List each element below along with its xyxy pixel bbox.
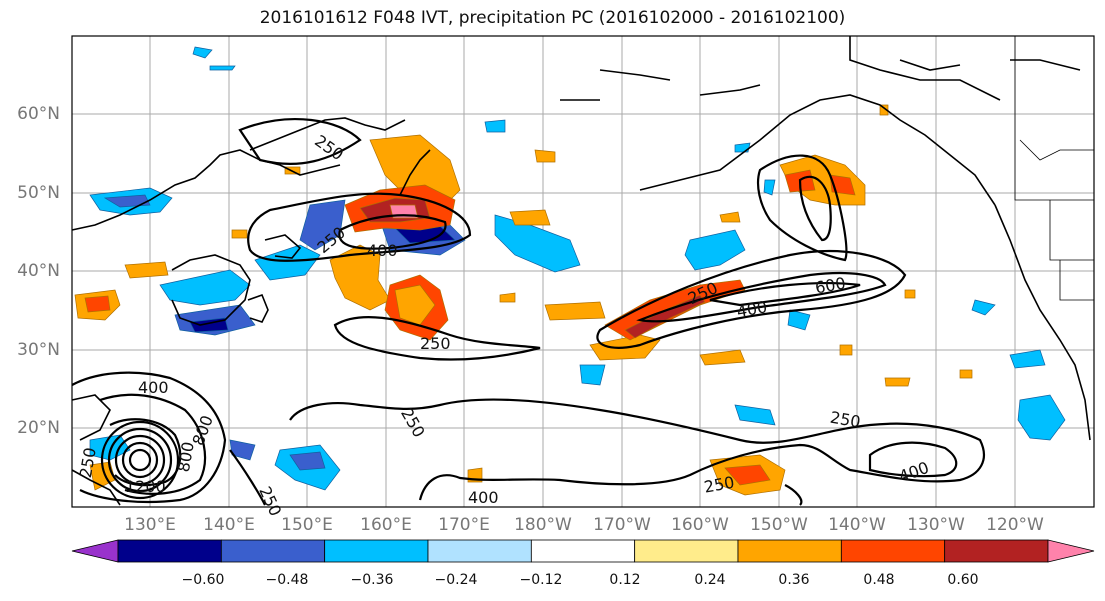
lat-label: 60°N [17, 104, 60, 124]
colorbar [71, 539, 1095, 563]
colorbar-tick-label: 0.12 [609, 572, 641, 588]
precip-negative-shading [89, 46, 1066, 491]
lon-label: 130°E [124, 515, 176, 535]
lat-label: 20°N [17, 418, 60, 438]
colorbar-box [530, 539, 636, 563]
map-title: 2016101612 F048 IVT, precipitation PC (2… [259, 8, 846, 28]
colorbar-tick-label: −0.24 [434, 572, 478, 588]
lon-label: 140°E [203, 515, 255, 535]
lat-label: 30°N [17, 340, 60, 360]
colorbar-tick-label: −0.12 [519, 572, 563, 588]
contour-label-1200: 1200 [125, 477, 166, 496]
colorbar-box [944, 539, 1049, 563]
colorbar-tick-label: 0.48 [863, 572, 895, 588]
lon-label: 150°E [281, 515, 333, 535]
colorbar-tick-label: 0.60 [947, 572, 979, 588]
colorbar-box [220, 539, 326, 563]
colorbar-box [840, 539, 946, 563]
contour-label-400: 400 [468, 488, 499, 507]
contour-label-400: 400 [138, 378, 169, 397]
colorbar-box [427, 539, 532, 563]
colorbar-tick-label: −0.36 [350, 572, 394, 588]
map-frame [71, 35, 1095, 508]
lon-label: 170°E [438, 515, 490, 535]
colorbar-box [324, 539, 429, 563]
colorbar-tick-label: −0.48 [265, 572, 309, 588]
coastlines [71, 36, 1091, 506]
colorbar-box [117, 539, 222, 563]
lon-label: 160°E [360, 515, 412, 535]
lon-label: 140°W [828, 515, 886, 535]
political-borders [1014, 36, 1094, 301]
colorbar-tick-label: 0.24 [694, 572, 726, 588]
colorbar-extend-low [71, 539, 119, 563]
colorbar-box [634, 539, 739, 563]
ivt-contours [71, 118, 986, 506]
lon-label: 180°W [514, 515, 572, 535]
lon-label: 130°W [907, 515, 965, 535]
lon-label: 170°W [593, 515, 651, 535]
colorbar-extend-high [1047, 539, 1095, 563]
contour-label-400: 400 [367, 241, 398, 260]
colorbar-tick-label: −0.60 [181, 572, 225, 588]
lon-label: 160°W [671, 515, 729, 535]
lat-label: 50°N [17, 183, 60, 203]
lon-label: 120°W [986, 515, 1044, 535]
lat-label: 40°N [17, 261, 60, 281]
colorbar-box [737, 539, 842, 563]
colorbar-tick-label: 0.36 [778, 572, 810, 588]
lon-label: 150°W [750, 515, 808, 535]
contour-label-250: 250 [420, 334, 451, 353]
